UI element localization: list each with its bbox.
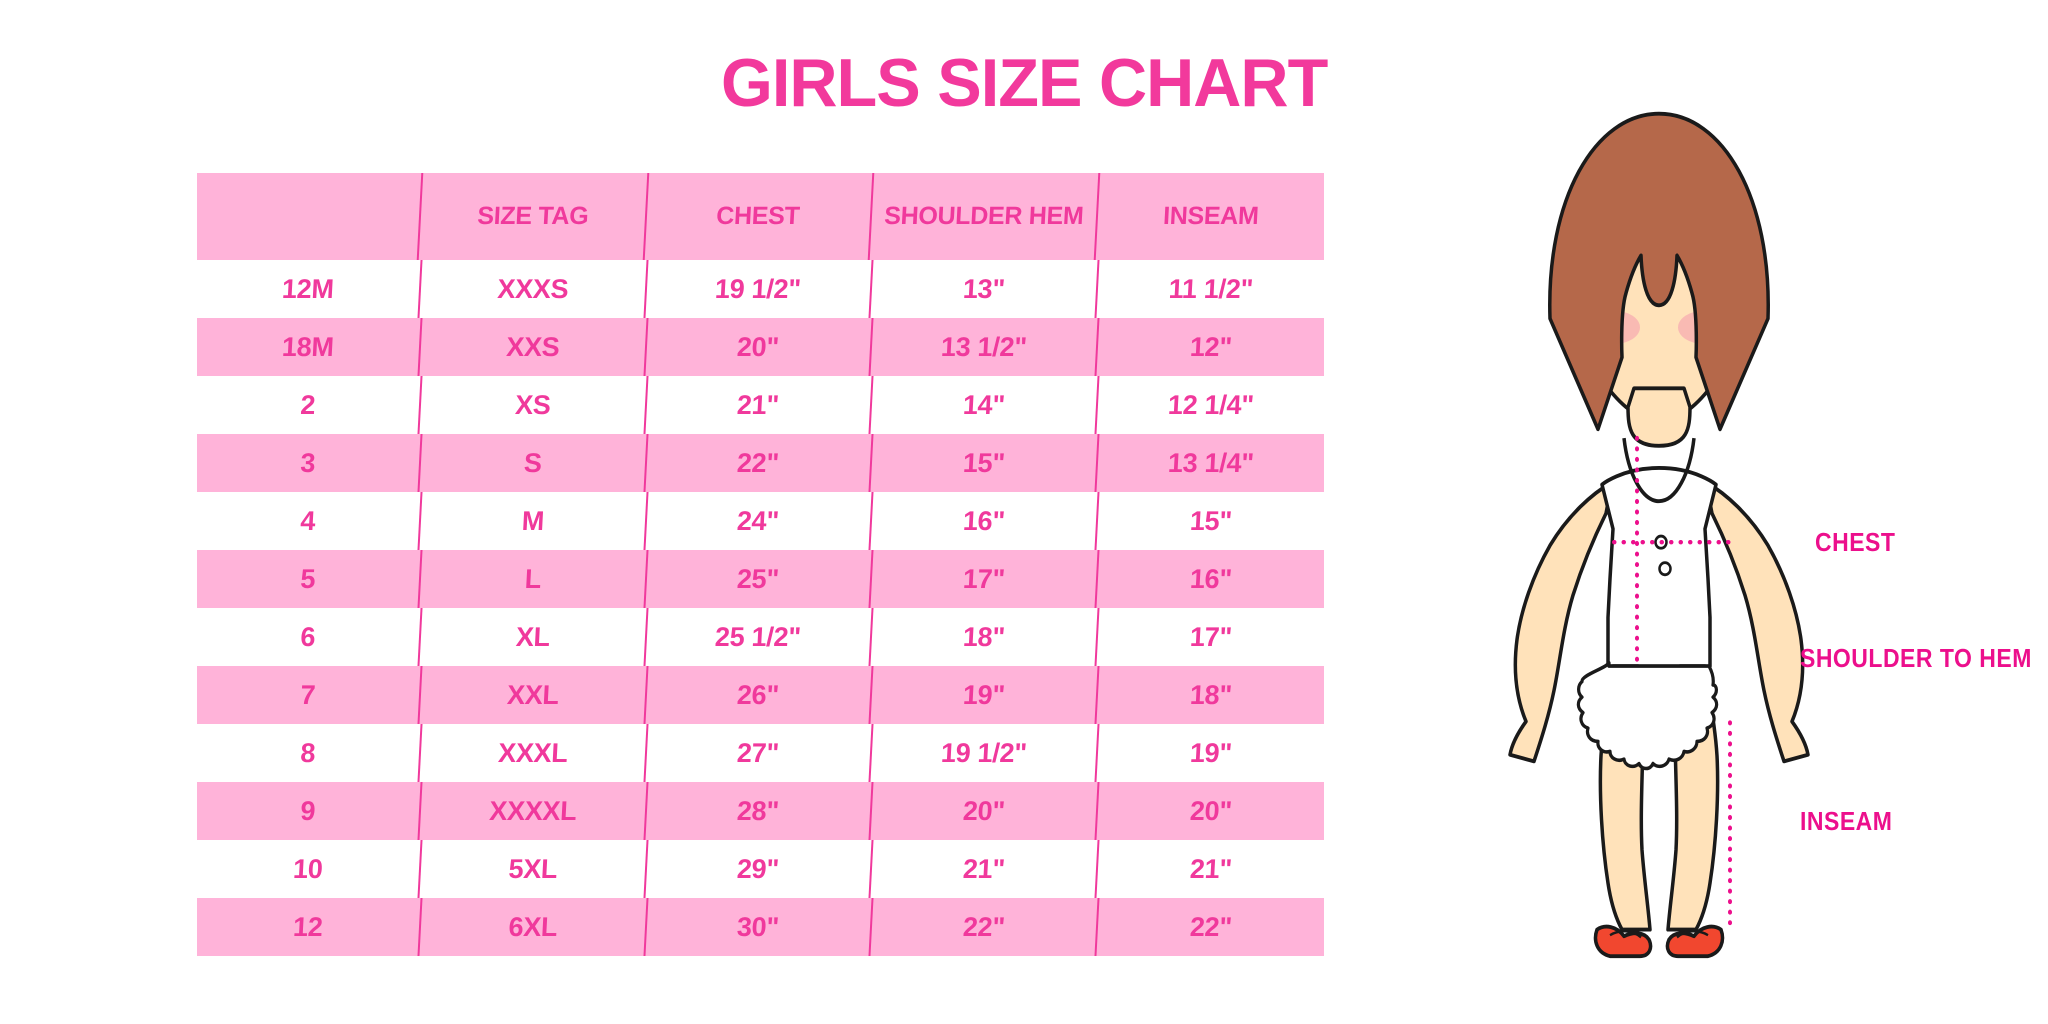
svg-text:SHOULDER TO HEM: SHOULDER TO HEM [1800, 645, 2032, 673]
svg-text:INSEAM: INSEAM [1800, 808, 1892, 836]
svg-text:CHEST: CHEST [1815, 529, 1895, 557]
